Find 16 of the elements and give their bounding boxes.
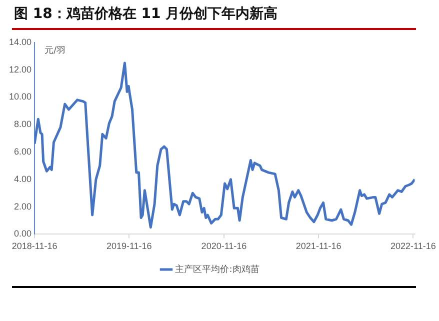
- y-tick-label: 14.00: [8, 36, 32, 47]
- x-tick-label: 2019-11-16: [106, 241, 152, 252]
- x-tick-label: 2022-11-16: [390, 241, 436, 252]
- chart-title: 图 18：鸡苗价格在 11 月份创下年内新高: [14, 5, 278, 23]
- y-tick-label: 12.00: [8, 64, 32, 74]
- x-tick-label: 2021-11-16: [296, 241, 342, 252]
- x-tick-label: 2020-11-16: [201, 241, 247, 252]
- legend-label: 主产区平均价:肉鸡苗: [175, 264, 260, 275]
- y-tick-label: 6.00: [14, 146, 32, 156]
- y-tick-label: 10.00: [8, 92, 32, 102]
- y-tick-label: 4.00: [14, 174, 32, 184]
- y-axis-title: 元/羽: [44, 45, 66, 56]
- y-tick-label: 8.00: [14, 119, 32, 130]
- y-tick-label: 0.00: [14, 228, 32, 239]
- x-tick-label: 2018-11-16: [12, 241, 58, 252]
- y-tick-label: 2.00: [14, 201, 32, 212]
